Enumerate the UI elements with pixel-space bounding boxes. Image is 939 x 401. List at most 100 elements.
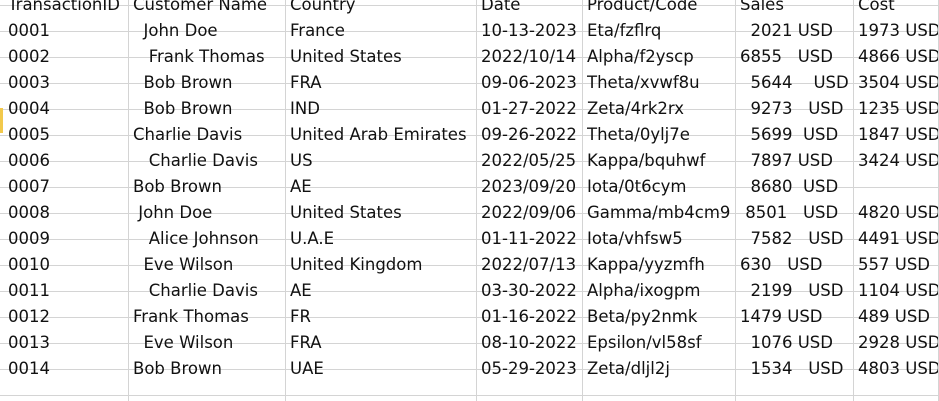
table-cell[interactable]: 0012: [8, 307, 50, 326]
table-cell[interactable]: FRA: [290, 333, 322, 352]
table-cell[interactable]: 09-26-2022: [481, 125, 577, 144]
table-cell[interactable]: FRA: [290, 73, 322, 92]
table-cell[interactable]: Zeta/dljl2j: [587, 359, 670, 378]
table-cell[interactable]: 8680 USD: [740, 177, 839, 196]
table-cell[interactable]: 1104 USD: [858, 281, 938, 300]
table-cell[interactable]: 5644 USD: [740, 73, 849, 92]
table-cell[interactable]: 0011: [8, 281, 50, 300]
table-cell[interactable]: 5699 USD: [740, 125, 839, 144]
table-cell[interactable]: 0003: [8, 73, 50, 92]
table-cell[interactable]: Gamma/mb4cm9: [587, 203, 731, 222]
table-cell[interactable]: 8501 USD: [740, 203, 839, 222]
table-cell[interactable]: 3504 USD: [858, 73, 938, 92]
table-cell[interactable]: 2021 USD: [740, 21, 833, 40]
table-cell[interactable]: Frank Thomas: [133, 47, 265, 66]
table-cell[interactable]: Zeta/4rk2rx: [587, 99, 685, 118]
table-cell[interactable]: 557 USD: [858, 255, 930, 274]
table-cell[interactable]: 10-13-2023: [481, 21, 577, 40]
table-cell[interactable]: Alpha/f2yscp: [587, 47, 694, 66]
table-cell[interactable]: 0002: [8, 47, 50, 66]
table-cell[interactable]: Charlie Davis: [133, 125, 243, 144]
table-cell[interactable]: Eve Wilson: [133, 333, 234, 352]
table-cell[interactable]: Alpha/ixogpm: [587, 281, 701, 300]
column-header[interactable]: Country: [290, 0, 356, 14]
table-cell[interactable]: US: [290, 151, 313, 170]
table-cell[interactable]: John Doe: [133, 21, 218, 40]
table-cell[interactable]: 7897 USD: [740, 151, 833, 170]
table-cell[interactable]: Kappa/yyzmfh: [587, 255, 705, 274]
table-cell[interactable]: 7582 USD: [740, 229, 844, 248]
table-cell[interactable]: AE: [290, 281, 312, 300]
table-cell[interactable]: 1235 USD: [858, 99, 938, 118]
table-cell[interactable]: John Doe: [133, 203, 213, 222]
table-cell[interactable]: Eve Wilson: [133, 255, 234, 274]
table-cell[interactable]: [858, 174, 938, 200]
table-cell[interactable]: Charlie Davis: [133, 281, 258, 300]
table-cell[interactable]: 2199 USD: [740, 281, 844, 300]
table-cell[interactable]: 03-30-2022: [481, 281, 577, 300]
table-cell[interactable]: 1534 USD: [740, 359, 844, 378]
table-cell[interactable]: 6855 USD: [740, 47, 833, 66]
column-header[interactable]: TransactionID: [8, 0, 120, 14]
table-cell[interactable]: 0010: [8, 255, 50, 274]
table-cell[interactable]: Theta/xvwf8u: [587, 73, 700, 92]
table-cell[interactable]: 08-10-2022: [481, 333, 577, 352]
table-cell[interactable]: 0006: [8, 151, 50, 170]
table-cell[interactable]: 4491 USD: [858, 229, 938, 248]
table-cell[interactable]: Frank Thomas: [133, 307, 249, 326]
table-cell[interactable]: UAE: [290, 359, 324, 378]
table-cell[interactable]: 0005: [8, 125, 50, 144]
table-cell[interactable]: 9273 USD: [740, 99, 844, 118]
table-cell[interactable]: Kappa/bquhwf: [587, 151, 706, 170]
table-cell[interactable]: 2022/07/13: [481, 255, 577, 274]
table-cell[interactable]: France: [290, 21, 345, 40]
table-cell[interactable]: 0009: [8, 229, 50, 248]
table-cell[interactable]: United Kingdom: [290, 255, 423, 274]
table-cell[interactable]: 0004: [8, 99, 50, 118]
column-header[interactable]: Date: [481, 0, 521, 14]
table-cell[interactable]: Alice Johnson: [133, 229, 259, 248]
table-cell[interactable]: 3424 USD: [858, 151, 938, 170]
table-cell[interactable]: 0013: [8, 333, 50, 352]
table-cell[interactable]: Epsilon/vl58sf: [587, 333, 702, 352]
table-cell[interactable]: Bob Brown: [133, 359, 222, 378]
column-header[interactable]: Customer Name: [133, 0, 268, 14]
table-cell[interactable]: Eta/fzflrq: [587, 21, 662, 40]
table-cell[interactable]: 2022/10/14: [481, 47, 577, 66]
table-cell[interactable]: 05-29-2023: [481, 359, 577, 378]
table-cell[interactable]: 489 USD: [858, 307, 930, 326]
table-cell[interactable]: Charlie Davis: [133, 151, 258, 170]
table-cell[interactable]: 0008: [8, 203, 50, 222]
table-cell[interactable]: IND: [290, 99, 320, 118]
column-header[interactable]: Cost: [858, 0, 895, 14]
table-cell[interactable]: FR: [290, 307, 311, 326]
table-cell[interactable]: 2022/09/06: [481, 203, 577, 222]
table-cell[interactable]: 0001: [8, 21, 50, 40]
table-cell[interactable]: 630 USD: [740, 255, 823, 274]
table-cell[interactable]: 2022/05/25: [481, 151, 577, 170]
table-cell[interactable]: 2023/09/20: [481, 177, 577, 196]
table-cell[interactable]: 01-16-2022: [481, 307, 577, 326]
table-cell[interactable]: Bob Brown: [133, 177, 222, 196]
table-cell[interactable]: United States: [290, 47, 402, 66]
table-cell[interactable]: Iota/vhfsw5: [587, 229, 683, 248]
table-cell[interactable]: Beta/py2nmk: [587, 307, 698, 326]
table-cell[interactable]: Bob Brown: [133, 99, 233, 118]
table-cell[interactable]: 0014: [8, 359, 50, 378]
column-header[interactable]: Sales: [740, 0, 784, 14]
table-cell[interactable]: AE: [290, 177, 312, 196]
table-cell[interactable]: United Arab Emirates: [290, 125, 467, 144]
column-header[interactable]: Product/Code: [587, 0, 698, 14]
table-cell[interactable]: 0007: [8, 177, 50, 196]
table-cell[interactable]: 09-06-2023: [481, 73, 577, 92]
table-cell[interactable]: Iota/0t6cym: [587, 177, 687, 196]
table-cell[interactable]: 4866 USD: [858, 47, 938, 66]
table-cell[interactable]: 1076 USD: [740, 333, 833, 352]
table-cell[interactable]: 01-11-2022: [481, 229, 577, 248]
table-cell[interactable]: 4820 USD: [858, 203, 938, 222]
table-cell[interactable]: Bob Brown: [133, 73, 233, 92]
table-cell[interactable]: U.A.E: [290, 229, 334, 248]
table-cell[interactable]: 1973 USD: [858, 21, 938, 40]
table-cell[interactable]: 1847 USD: [858, 125, 938, 144]
table-cell[interactable]: Theta/0ylj7e: [587, 125, 690, 144]
